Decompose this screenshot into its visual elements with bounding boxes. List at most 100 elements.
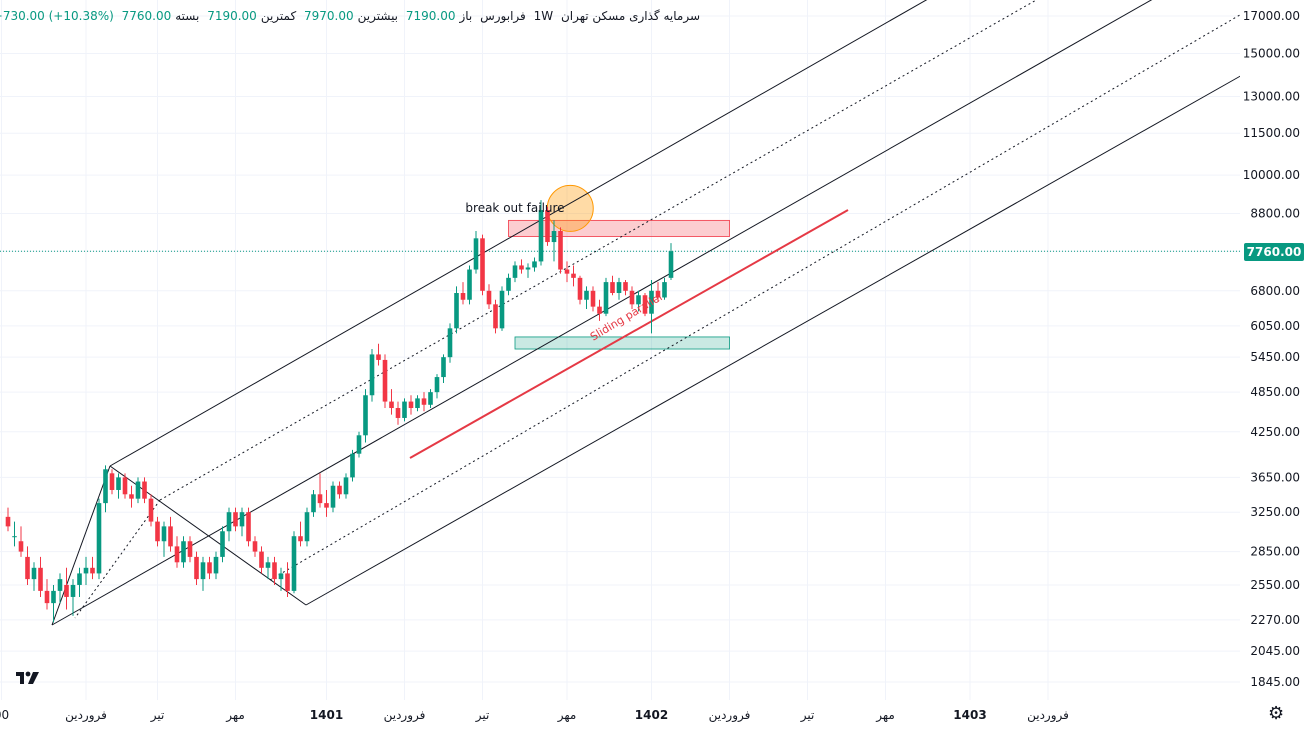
high-value: 7970.00 <box>304 9 354 23</box>
candle-body <box>18 541 24 552</box>
y-tick-label: 8800.00 <box>1250 206 1300 220</box>
candle-body <box>207 562 212 574</box>
candle-body <box>655 290 661 298</box>
candle <box>421 392 427 412</box>
candle <box>629 286 635 309</box>
candle-body <box>597 306 602 314</box>
y-tick-label: 2850.00 <box>1250 545 1300 559</box>
candle-body <box>311 494 316 513</box>
candle <box>402 398 407 422</box>
candle-body <box>499 290 505 329</box>
x-tick-label: تیر <box>475 708 490 723</box>
candle-body <box>532 261 537 268</box>
median-upper <box>159 0 1038 501</box>
candle <box>668 243 674 280</box>
candle-body <box>356 435 362 454</box>
candle <box>96 498 102 580</box>
x-tick-label: تیر <box>150 708 165 723</box>
candle <box>194 551 199 585</box>
candle-body <box>285 573 290 591</box>
candle <box>51 584 56 623</box>
zones <box>508 184 730 350</box>
close-label: بسته <box>175 9 200 23</box>
candle-body <box>629 290 635 305</box>
candle <box>493 299 498 334</box>
candle <box>415 395 420 412</box>
candle <box>467 265 472 305</box>
candle-body <box>642 295 648 314</box>
candle <box>447 323 453 363</box>
candle-body <box>363 395 368 436</box>
candle <box>499 286 505 331</box>
candle <box>148 494 154 527</box>
candle <box>90 556 95 580</box>
grid-lines <box>0 0 1240 700</box>
candle-body <box>142 481 147 499</box>
candle-body <box>571 273 576 278</box>
y-tick-label: 6800.00 <box>1250 284 1300 298</box>
candle <box>25 546 30 585</box>
y-tick-label: 17000.00 <box>1243 9 1300 23</box>
open-value: 7190.00 <box>405 9 456 23</box>
candle <box>174 536 180 568</box>
tradingview-logo-icon[interactable] <box>14 668 42 690</box>
candle <box>441 354 446 384</box>
candle <box>356 431 362 458</box>
candle-body <box>447 328 453 358</box>
candle-body <box>467 269 472 300</box>
candle <box>577 275 583 305</box>
candle-body <box>668 251 674 278</box>
gear-icon[interactable]: ⚙ <box>1268 703 1285 724</box>
candle-body <box>603 282 609 314</box>
candle-body <box>454 293 459 329</box>
candle <box>473 231 479 274</box>
candle <box>83 556 89 585</box>
candle <box>161 521 167 557</box>
timeframe[interactable]: 1W <box>533 9 554 23</box>
y-tick-label: 11500.00 <box>1243 126 1300 140</box>
candle-body <box>38 567 43 591</box>
candle-body <box>343 477 349 495</box>
candle <box>564 261 570 283</box>
candle <box>434 374 440 399</box>
candle <box>103 465 108 513</box>
candle-body <box>239 512 245 527</box>
candle <box>408 395 414 415</box>
candle-body <box>259 551 264 568</box>
candle <box>343 473 349 499</box>
x-axis: 00 فروردین تیر مهر 1401 فروردین تیر مهر 1402 فرور… <box>0 708 1069 723</box>
candle <box>571 265 576 287</box>
candle <box>389 389 394 415</box>
y-tick-label: 10000.00 <box>1243 168 1300 182</box>
candle <box>480 234 485 296</box>
close-value: 7760.00 <box>121 9 172 23</box>
last-price-badge: 7760.00 <box>1244 243 1304 261</box>
candle <box>265 556 271 580</box>
candle-body <box>337 485 342 495</box>
candle <box>207 556 212 580</box>
candle <box>168 516 173 552</box>
candle-body <box>324 503 329 508</box>
x-tick-label: فروردین <box>384 708 426 723</box>
x-tick-label: تیر <box>800 708 815 723</box>
candle <box>187 536 193 563</box>
candle <box>551 220 557 262</box>
candle-body <box>25 556 30 580</box>
candle <box>135 477 141 504</box>
x-tick-label: فروردین <box>65 708 107 723</box>
candle-body <box>623 282 628 291</box>
candle-body <box>460 293 466 300</box>
x-tick-label: مهر <box>875 708 895 723</box>
candle-body <box>51 590 56 604</box>
candle <box>590 286 596 312</box>
candle-body <box>480 238 485 291</box>
candle-body <box>181 541 186 563</box>
sliding-parallel <box>409 209 849 459</box>
y-tick-label: 2270.00 <box>1250 613 1300 627</box>
candle-body <box>148 498 154 522</box>
candle <box>603 277 609 317</box>
pitch-handle-b <box>51 465 111 626</box>
candle-body <box>317 494 323 504</box>
